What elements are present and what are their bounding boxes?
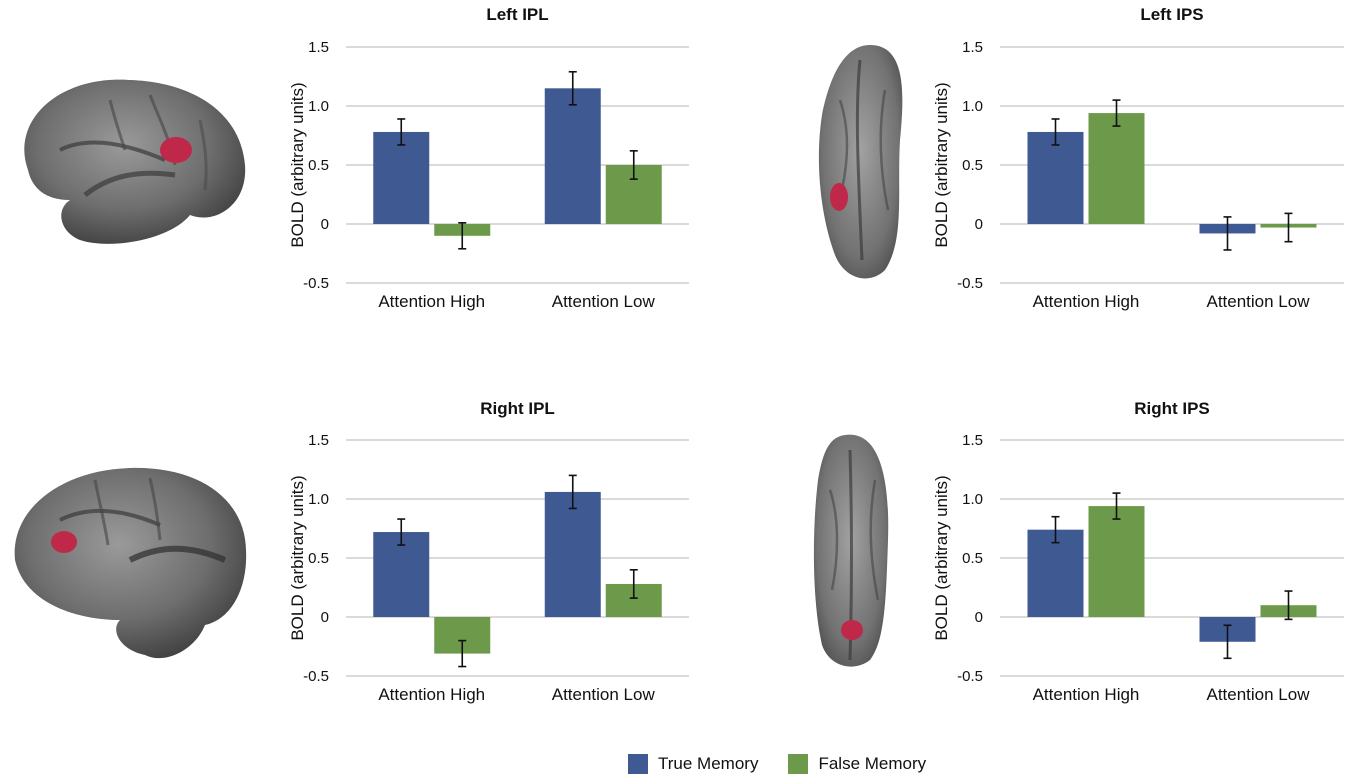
y-tick-label: -0.5 bbox=[303, 275, 329, 292]
legend-label-false: False Memory bbox=[818, 754, 927, 773]
y-axis-label: BOLD (arbitrary units) bbox=[932, 82, 951, 247]
x-category-label: Attention Low bbox=[552, 292, 656, 311]
y-tick-label: -0.5 bbox=[303, 668, 329, 685]
y-axis-label: BOLD (arbitrary units) bbox=[288, 475, 307, 640]
chart-right-ips: 1.5 1.0 0.5 0 -0.5 Right IPS BOLD (arbitrary u… bbox=[932, 399, 1344, 704]
y-tick-label: 1.0 bbox=[962, 491, 983, 508]
y-tick-label: 0.5 bbox=[962, 550, 983, 567]
y-tick-label: 1.5 bbox=[962, 432, 983, 449]
legend-swatch-true bbox=[628, 754, 648, 774]
chart-title: Left IPS bbox=[1140, 5, 1203, 24]
bar bbox=[1088, 113, 1145, 224]
y-tick-label: 1.0 bbox=[308, 98, 329, 115]
brain-image-right-lateral bbox=[14, 467, 247, 659]
x-category-label: Attention Low bbox=[1206, 292, 1310, 311]
brain-image-left-lateral bbox=[24, 79, 246, 244]
legend-label-true: True Memory bbox=[658, 754, 759, 773]
chart-title: Right IPS bbox=[1134, 399, 1210, 418]
legend-item-true: True Memory bbox=[628, 754, 758, 774]
y-tick-label: 0.5 bbox=[308, 550, 329, 567]
legend: True Memory False Memory bbox=[628, 754, 956, 774]
roi-highlight bbox=[841, 620, 863, 640]
legend-item-false: False Memory bbox=[788, 754, 926, 774]
chart-right-ipl: 1.5 1.0 0.5 0 -0.5 Right IPL BOLD (arbitrary u… bbox=[288, 399, 689, 704]
y-tick-label: 1.0 bbox=[962, 98, 983, 115]
y-tick-label: 0.5 bbox=[962, 157, 983, 174]
bar bbox=[1088, 506, 1145, 617]
x-category-label: Attention High bbox=[1033, 685, 1140, 704]
bar bbox=[1027, 131, 1084, 224]
y-tick-label: 0 bbox=[321, 609, 329, 626]
chart-left-ipl: 1.5 1.0 0.5 0 -0.5 Left IPL BOLD (arbitrary un… bbox=[288, 5, 689, 311]
legend-swatch-false bbox=[788, 754, 809, 774]
y-tick-label: 1.5 bbox=[308, 39, 329, 56]
y-axis-label: BOLD (arbitrary units) bbox=[932, 475, 951, 640]
x-category-label: Attention Low bbox=[1206, 685, 1310, 704]
y-tick-label: 0 bbox=[975, 216, 983, 233]
roi-highlight bbox=[160, 137, 192, 163]
bar bbox=[373, 532, 430, 617]
y-tick-label: 0.5 bbox=[308, 157, 329, 174]
y-tick-label: 0 bbox=[975, 609, 983, 626]
y-tick-label: 0 bbox=[321, 216, 329, 233]
chart-title: Left IPL bbox=[486, 5, 548, 24]
roi-highlight bbox=[51, 531, 77, 553]
y-tick-label: 1.0 bbox=[308, 491, 329, 508]
x-category-label: Attention Low bbox=[552, 685, 656, 704]
x-category-label: Attention High bbox=[378, 685, 485, 704]
y-tick-label: 1.5 bbox=[308, 432, 329, 449]
bar bbox=[544, 491, 601, 617]
bar bbox=[1027, 529, 1084, 617]
chart-title: Right IPL bbox=[480, 399, 555, 418]
y-axis-label: BOLD (arbitrary units) bbox=[288, 82, 307, 247]
y-tick-label: -0.5 bbox=[957, 668, 983, 685]
y-tick-label: -0.5 bbox=[957, 275, 983, 292]
bar bbox=[373, 131, 430, 224]
brain-image-right-dorsal bbox=[813, 434, 889, 667]
y-tick-label: 1.5 bbox=[962, 39, 983, 56]
x-category-label: Attention High bbox=[378, 292, 485, 311]
chart-left-ips: 1.5 1.0 0.5 0 -0.5 Left IPS BOLD (arbitrary un… bbox=[932, 5, 1344, 311]
roi-highlight bbox=[830, 183, 848, 211]
x-category-label: Attention High bbox=[1033, 292, 1140, 311]
bar bbox=[544, 88, 601, 224]
brain-image-left-dorsal bbox=[818, 45, 903, 279]
